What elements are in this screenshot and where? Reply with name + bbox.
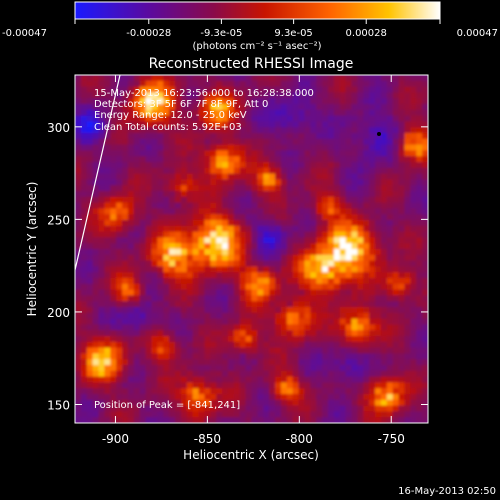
- y-tick-label: 150: [47, 398, 70, 412]
- colorbar-tick-label: 0.00028: [346, 28, 387, 39]
- peak-marker: [377, 132, 381, 136]
- colorbar-ticks: -0.00047 -0.00028 -9.3e-05 9.3e-05 0.00028 0.…: [2, 19, 498, 39]
- colorbar-gradient: [74, 1, 441, 20]
- plot-title: Reconstructed RHESSI Image: [149, 56, 354, 72]
- annotation-detectors: Detectors: 3F 5F 6F 7F 8F 9F, Att 0: [94, 99, 268, 110]
- x-tick-label: -900: [102, 432, 129, 446]
- colorbar-units: (photons cm⁻² s⁻¹ asec⁻²): [192, 41, 321, 52]
- annotation-clean-counts: Clean Total counts: 5.92E+03: [94, 122, 242, 133]
- x-tick-label: -800: [286, 432, 313, 446]
- x-tick-label: -750: [378, 432, 405, 446]
- colorbar-tick-label: 9.3e-05: [274, 28, 312, 39]
- colorbar-tick-label: -9.3e-05: [200, 28, 242, 39]
- y-tick-label: 200: [47, 306, 70, 320]
- annotations: 15-May-2013 16:23:56.000 to 16:28:38.000…: [94, 88, 314, 411]
- annotation-energy-range: Energy Range: 12.0 - 25.0 keV: [94, 110, 247, 121]
- y-axis: 300 250 200 150: [47, 121, 428, 412]
- y-tick-label: 300: [47, 121, 70, 135]
- peak-position-label: Position of Peak = [-841,241]: [94, 400, 240, 411]
- footer-timestamp: 16-May-2013 02:50: [398, 486, 496, 497]
- colorbar-tick-label: 0.00047: [457, 28, 498, 39]
- x-tick-label: -850: [194, 432, 221, 446]
- x-axis-label: Heliocentric X (arcsec): [183, 448, 319, 462]
- y-tick-label: 250: [47, 213, 70, 227]
- y-axis-label: Heliocentric Y (arcsec): [25, 182, 39, 317]
- annotation-time-range: 15-May-2013 16:23:56.000 to 16:28:38.000: [94, 88, 314, 99]
- plot-frame: [74, 74, 429, 424]
- colorbar: -0.00047 -0.00028 -9.3e-05 9.3e-05 0.00028 0.…: [2, 1, 498, 52]
- colorbar-tick-label: -0.00028: [126, 28, 171, 39]
- solar-image: [74, 74, 429, 424]
- colorbar-tick-label: -0.00047: [2, 28, 47, 39]
- x-axis: -900 -850 -800 -750: [102, 75, 405, 446]
- limb-line: [75, 75, 121, 271]
